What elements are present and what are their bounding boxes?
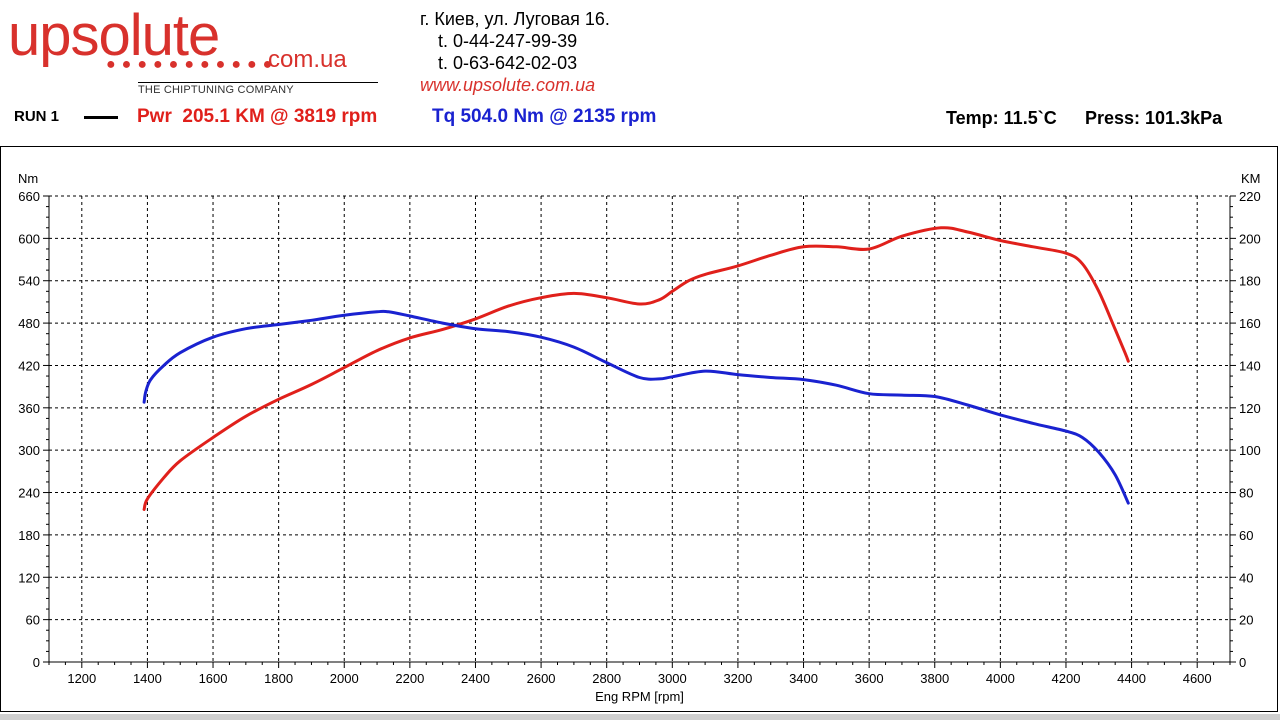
y-right-tick-label: 160 [1239,316,1261,331]
y-right-tick-label: 20 [1239,613,1253,628]
y-right-tick-label: 180 [1239,274,1261,289]
y-left-tick-label: 180 [18,528,40,543]
run-label: RUN 1 [14,108,60,125]
x-tick-label: 4000 [986,671,1015,686]
x-tick-label: 2600 [527,671,556,686]
y-left-tick-label: 120 [18,570,40,585]
x-tick-label: 3200 [723,671,752,686]
series-line-tq [142,309,1130,505]
y-right-tick-label: 80 [1239,486,1253,501]
logo-tagline: THE CHIPTUNING COMPANY [138,84,294,96]
y-right-tick-label: 60 [1239,528,1253,543]
y-left-tick-label: 540 [18,274,40,289]
x-tick-label: 4600 [1183,671,1212,686]
y-left-tick-label: 60 [26,613,40,628]
x-tick-label: 2000 [330,671,359,686]
y-left-tick-label: 0 [33,655,40,670]
ambient-pressure: Press: 101.3kPa [1085,108,1223,128]
x-tick-label: 3800 [920,671,949,686]
y-right-tick-label: 200 [1239,231,1261,246]
logo-divider [138,82,378,83]
series-line-pwr [142,226,1130,511]
company-address: г. Киев, ул. Луговая 16. [420,9,610,29]
x-axis-label: Eng RPM [rpm] [595,689,684,704]
logo-dots-decoration: ●●●●●●●●●●● [106,56,279,73]
y-left-tick-label: 420 [18,358,40,373]
logo-domain-suffix: com.ua [268,46,347,73]
y-right-tick-label: 140 [1239,358,1261,373]
x-tick-label: 4400 [1117,671,1146,686]
x-tick-label: 1600 [199,671,228,686]
x-tick-label: 3000 [658,671,687,686]
y-left-tick-label: 600 [18,231,40,246]
y-right-tick-label: 120 [1239,401,1261,416]
x-tick-label: 2400 [461,671,490,686]
x-tick-label: 3400 [789,671,818,686]
y-right-tick-label: 220 [1239,189,1261,204]
y-right-tick-label: 40 [1239,570,1253,585]
y-right-axis-label: KM [1241,171,1261,186]
x-tick-label: 1800 [264,671,293,686]
y-left-tick-label: 360 [18,401,40,416]
y-right-tick-label: 0 [1239,655,1246,670]
x-tick-label: 3600 [855,671,884,686]
y-left-tick-label: 660 [18,189,40,204]
x-tick-label: 1400 [133,671,162,686]
x-tick-label: 4200 [1052,671,1081,686]
chart-frame [0,146,1278,712]
logo-wordmark: upsolute [8,3,220,68]
company-phone-2: t. 0-63-642-02-03 [438,53,578,73]
peak-torque-readout: Tq 504.0 Nm @ 2135 rpm [432,106,657,127]
x-tick-label: 1200 [67,671,96,686]
bottom-scroll-strip [0,714,1280,720]
y-left-tick-label: 480 [18,316,40,331]
y-left-tick-label: 300 [18,443,40,458]
peak-power-readout: Pwr 205.1 KM @ 3819 rpm [137,106,378,127]
y-left-tick-label: 240 [18,486,40,501]
x-tick-label: 2200 [395,671,424,686]
run-legend-line [84,116,118,119]
company-website: www.upsolute.com.ua [420,75,596,95]
x-tick-label: 2800 [592,671,621,686]
y-left-axis-label: Nm [18,171,38,186]
y-right-tick-label: 100 [1239,443,1261,458]
ambient-temperature: Temp: 11.5`C [946,108,1057,128]
company-phone-1: t. 0-44-247-99-39 [438,31,578,51]
